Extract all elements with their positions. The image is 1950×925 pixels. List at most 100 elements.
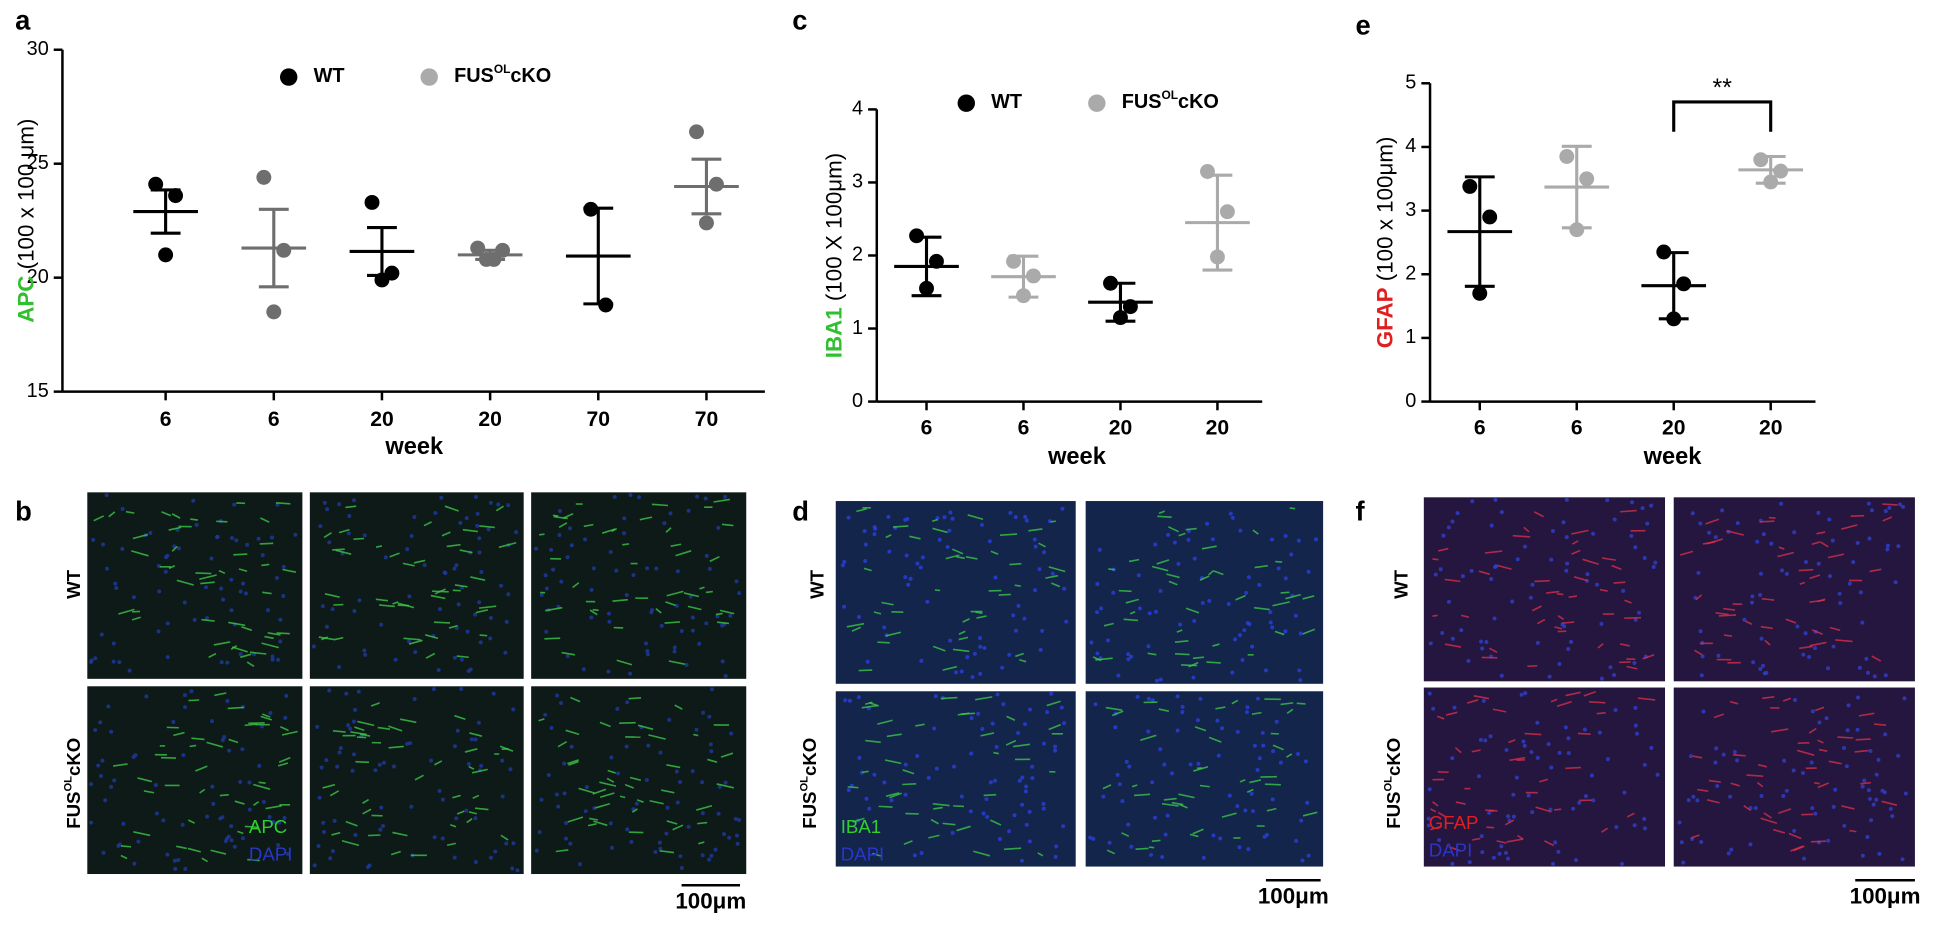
nucleus [1826, 838, 1831, 843]
nucleus [148, 531, 153, 536]
fiber [214, 692, 227, 697]
nucleus [1530, 810, 1535, 815]
fiber [1729, 700, 1739, 705]
fiber [201, 618, 215, 622]
nucleus [1564, 568, 1569, 573]
nucleus [1450, 861, 1455, 866]
fiber [1485, 809, 1494, 812]
nucleus [948, 510, 953, 515]
fiber [1706, 798, 1720, 804]
nucleus [665, 805, 670, 810]
nucleus [1023, 514, 1028, 519]
nucleus [559, 701, 564, 706]
nucleus [1160, 854, 1165, 859]
nucleus [1715, 783, 1720, 788]
panel-letter: a [15, 5, 31, 36]
nucleus [1191, 675, 1196, 680]
nucleus [322, 829, 326, 834]
nucleus [1146, 729, 1151, 734]
fiber [278, 756, 291, 763]
nucleus [240, 836, 245, 841]
fiber [538, 533, 545, 536]
fiber [1189, 833, 1199, 838]
nucleus [285, 851, 290, 856]
fiber [1723, 607, 1736, 611]
stain-label: DAPI [1429, 840, 1472, 861]
fiber [1588, 701, 1606, 704]
nucleus [486, 527, 491, 532]
fiber [889, 792, 902, 799]
nucleus [1632, 661, 1637, 666]
fiber [1275, 560, 1283, 563]
fiber [570, 696, 581, 703]
nucleus [842, 559, 847, 564]
nucleus [1017, 778, 1022, 783]
nucleus [1030, 764, 1035, 769]
nucleus [1707, 530, 1712, 535]
nucleus [1803, 560, 1808, 564]
nucleus [546, 773, 551, 778]
x-tick-label: 20 [478, 408, 501, 431]
nucleus [1838, 600, 1843, 605]
fiber [953, 805, 965, 808]
label-part: WT [806, 569, 827, 599]
nucleus [1000, 665, 1005, 670]
nucleus [1642, 826, 1647, 831]
nucleus [982, 645, 987, 650]
panel-letter: b [15, 496, 32, 527]
nucleus [267, 815, 272, 819]
fiber [112, 763, 128, 767]
label-part: WT [314, 65, 345, 87]
fiber [1185, 607, 1200, 614]
nucleus [704, 621, 709, 626]
fiber [1249, 779, 1262, 784]
nucleus [612, 495, 617, 500]
nucleus [469, 737, 474, 742]
nucleus [475, 523, 480, 528]
fiber [868, 701, 880, 707]
fiber [675, 550, 692, 557]
fiber [1048, 566, 1066, 573]
data-point [583, 201, 599, 217]
fiber [666, 590, 684, 597]
fiber [341, 839, 360, 847]
y-tick-label: 2 [1405, 263, 1416, 285]
fiber [1761, 597, 1775, 601]
fiber [1697, 788, 1709, 793]
fiber [1726, 529, 1744, 536]
nucleus [1591, 798, 1596, 803]
nucleus [243, 591, 248, 596]
nucleus [658, 750, 663, 755]
nucleus [353, 832, 358, 837]
nucleus [1228, 511, 1233, 516]
fiber [945, 554, 960, 560]
fiber [1506, 838, 1524, 843]
nucleus [1900, 857, 1905, 862]
fiber [1272, 744, 1284, 751]
nucleus [1699, 839, 1704, 844]
nucleus [1504, 747, 1509, 752]
nucleus [606, 669, 611, 674]
nucleus [1245, 705, 1250, 710]
nucleus [1230, 515, 1235, 520]
nucleus [437, 789, 442, 794]
nucleus [1583, 794, 1588, 799]
fiber [210, 849, 227, 855]
nucleus [1831, 644, 1836, 649]
fiber [168, 565, 176, 570]
nucleus [1446, 525, 1451, 530]
nucleus [1499, 844, 1504, 849]
fiber [241, 626, 253, 632]
nucleus [906, 582, 911, 587]
nucleus [1089, 640, 1094, 645]
y-axis-unit: (100 x 100 μm) [14, 119, 39, 270]
nucleus [934, 766, 939, 771]
y-tick-label: 25 [27, 152, 49, 174]
fiber [873, 611, 882, 615]
nucleus [903, 792, 908, 797]
nucleus [1728, 794, 1733, 799]
nucleus [959, 794, 964, 799]
nucleus [1116, 673, 1121, 678]
nucleus [98, 720, 103, 725]
y-axis-title: GFAP(100 x 100μm) [1372, 137, 1397, 349]
